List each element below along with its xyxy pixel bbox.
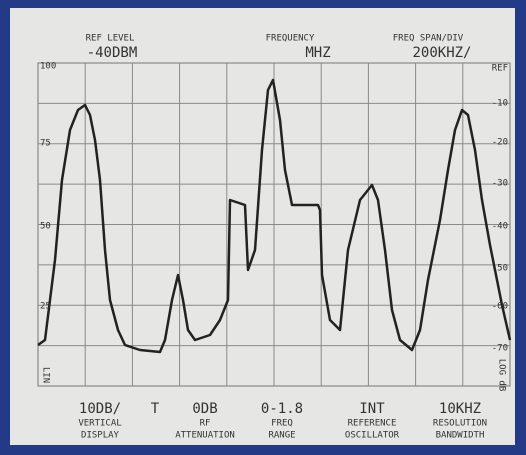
left-scale-label: 100 bbox=[40, 62, 56, 72]
setting-value: INT bbox=[359, 401, 385, 417]
setting-value: 10DB/ bbox=[79, 401, 121, 417]
setting-label: ATTENUATION bbox=[175, 431, 235, 441]
setting-label: OSCILLATOR bbox=[345, 431, 400, 441]
setting-value: 10KHZ bbox=[439, 401, 481, 417]
setting-label: RANGE bbox=[268, 431, 295, 441]
left-scale-label: 25 bbox=[40, 302, 51, 312]
setting-value: 0-1.8 bbox=[261, 401, 303, 417]
setting-label: DISPLAY bbox=[81, 431, 120, 441]
marker: T bbox=[151, 401, 160, 417]
setting-label: BANDWIDTH bbox=[436, 431, 485, 441]
right-scale-label: -70 bbox=[492, 344, 508, 354]
frequency-value: MHZ bbox=[305, 45, 330, 61]
setting-label: RF bbox=[200, 419, 211, 429]
right-scale-mode: LOG dB bbox=[497, 359, 507, 392]
ref-level-value: -40DBM bbox=[87, 45, 138, 61]
page: REF LEVEL -40DBM FREQUENCY MHZ FREQ SPAN… bbox=[0, 0, 526, 455]
right-scale-label: REF bbox=[492, 64, 508, 74]
frequency-label: FREQUENCY bbox=[266, 34, 315, 44]
setting-label: VERTICAL bbox=[78, 419, 121, 429]
setting-label: REFERENCE bbox=[348, 419, 397, 429]
right-scale-label: -30 bbox=[492, 179, 508, 189]
left-scale-label: 75 bbox=[40, 139, 51, 149]
left-scale-label: 50 bbox=[40, 222, 51, 232]
right-scale-label: -40 bbox=[492, 222, 508, 232]
right-scale-label: -60 bbox=[492, 302, 508, 312]
freq-span-label: FREQ SPAN/DIV bbox=[393, 34, 464, 44]
freq-span-value: 200KHZ/ bbox=[412, 45, 471, 61]
analyzer-screen: REF LEVEL -40DBM FREQUENCY MHZ FREQ SPAN… bbox=[0, 0, 526, 455]
setting-value: 0DB bbox=[192, 401, 217, 417]
ref-level-label: REF LEVEL bbox=[86, 34, 135, 44]
right-scale-label: -20 bbox=[492, 138, 508, 148]
right-scale-label: -10 bbox=[492, 99, 508, 109]
setting-label: FREQ bbox=[271, 419, 293, 429]
left-scale-mode: LIN bbox=[41, 367, 51, 383]
right-scale-label: -50 bbox=[492, 264, 508, 274]
setting-label: RESOLUTION bbox=[433, 419, 487, 429]
